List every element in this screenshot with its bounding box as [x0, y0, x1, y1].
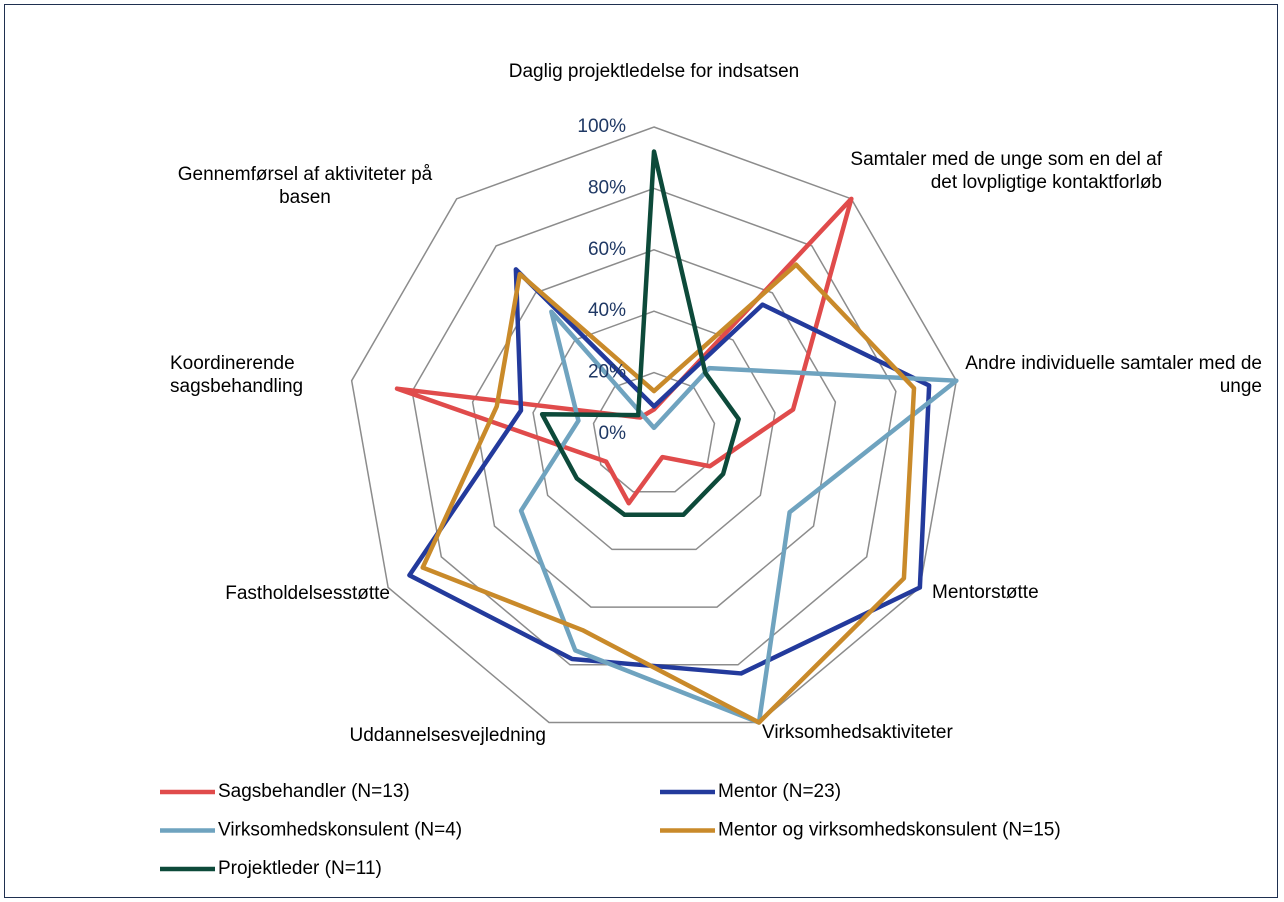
- legend-label: Virksomhedskonsulent (N=4): [218, 820, 462, 841]
- category-label: Daglig projektledelse for indsatsen: [508, 61, 800, 82]
- legend-label: Mentor (N=23): [718, 781, 841, 802]
- r-tick-label: 100%: [577, 116, 626, 137]
- category-label: Virksomhedsaktiviteter: [762, 722, 953, 743]
- grid-ring: [532, 310, 776, 551]
- legend-label: Projektleder (N=11): [218, 858, 382, 879]
- category-label: Mentorstøtte: [932, 582, 1039, 603]
- grid-ring: [471, 249, 837, 608]
- frame: [4, 4, 1278, 898]
- r-tick-label: 0%: [599, 423, 627, 444]
- category-label: Uddannelsesvejledning: [349, 725, 546, 746]
- series-line: [518, 309, 959, 725]
- series-line: [539, 149, 741, 518]
- category-label: Koordinerende sagsbehandling: [170, 353, 304, 397]
- legend-label: Mentor og virksomhedskonsulent (N=15): [718, 820, 1061, 841]
- grid-ring: [350, 126, 958, 724]
- category-label: Fastholdelsesstøtte: [225, 583, 390, 604]
- category-label: Samtaler med de unge som en del af det l…: [850, 149, 1162, 193]
- category-label: Gennemførsel af aktiviteter på basen: [177, 164, 433, 208]
- r-tick-label: 40%: [588, 300, 626, 321]
- r-tick-label: 60%: [588, 239, 626, 260]
- grid-ring: [592, 371, 716, 493]
- r-tick-label: 80%: [588, 177, 626, 198]
- r-tick-label: 20%: [588, 362, 626, 383]
- series-line: [407, 267, 932, 676]
- legend-label: Sagsbehandler (N=13): [218, 781, 410, 802]
- series-line: [420, 262, 917, 725]
- category-label: Andre individuelle samtaler med de unge: [965, 353, 1262, 397]
